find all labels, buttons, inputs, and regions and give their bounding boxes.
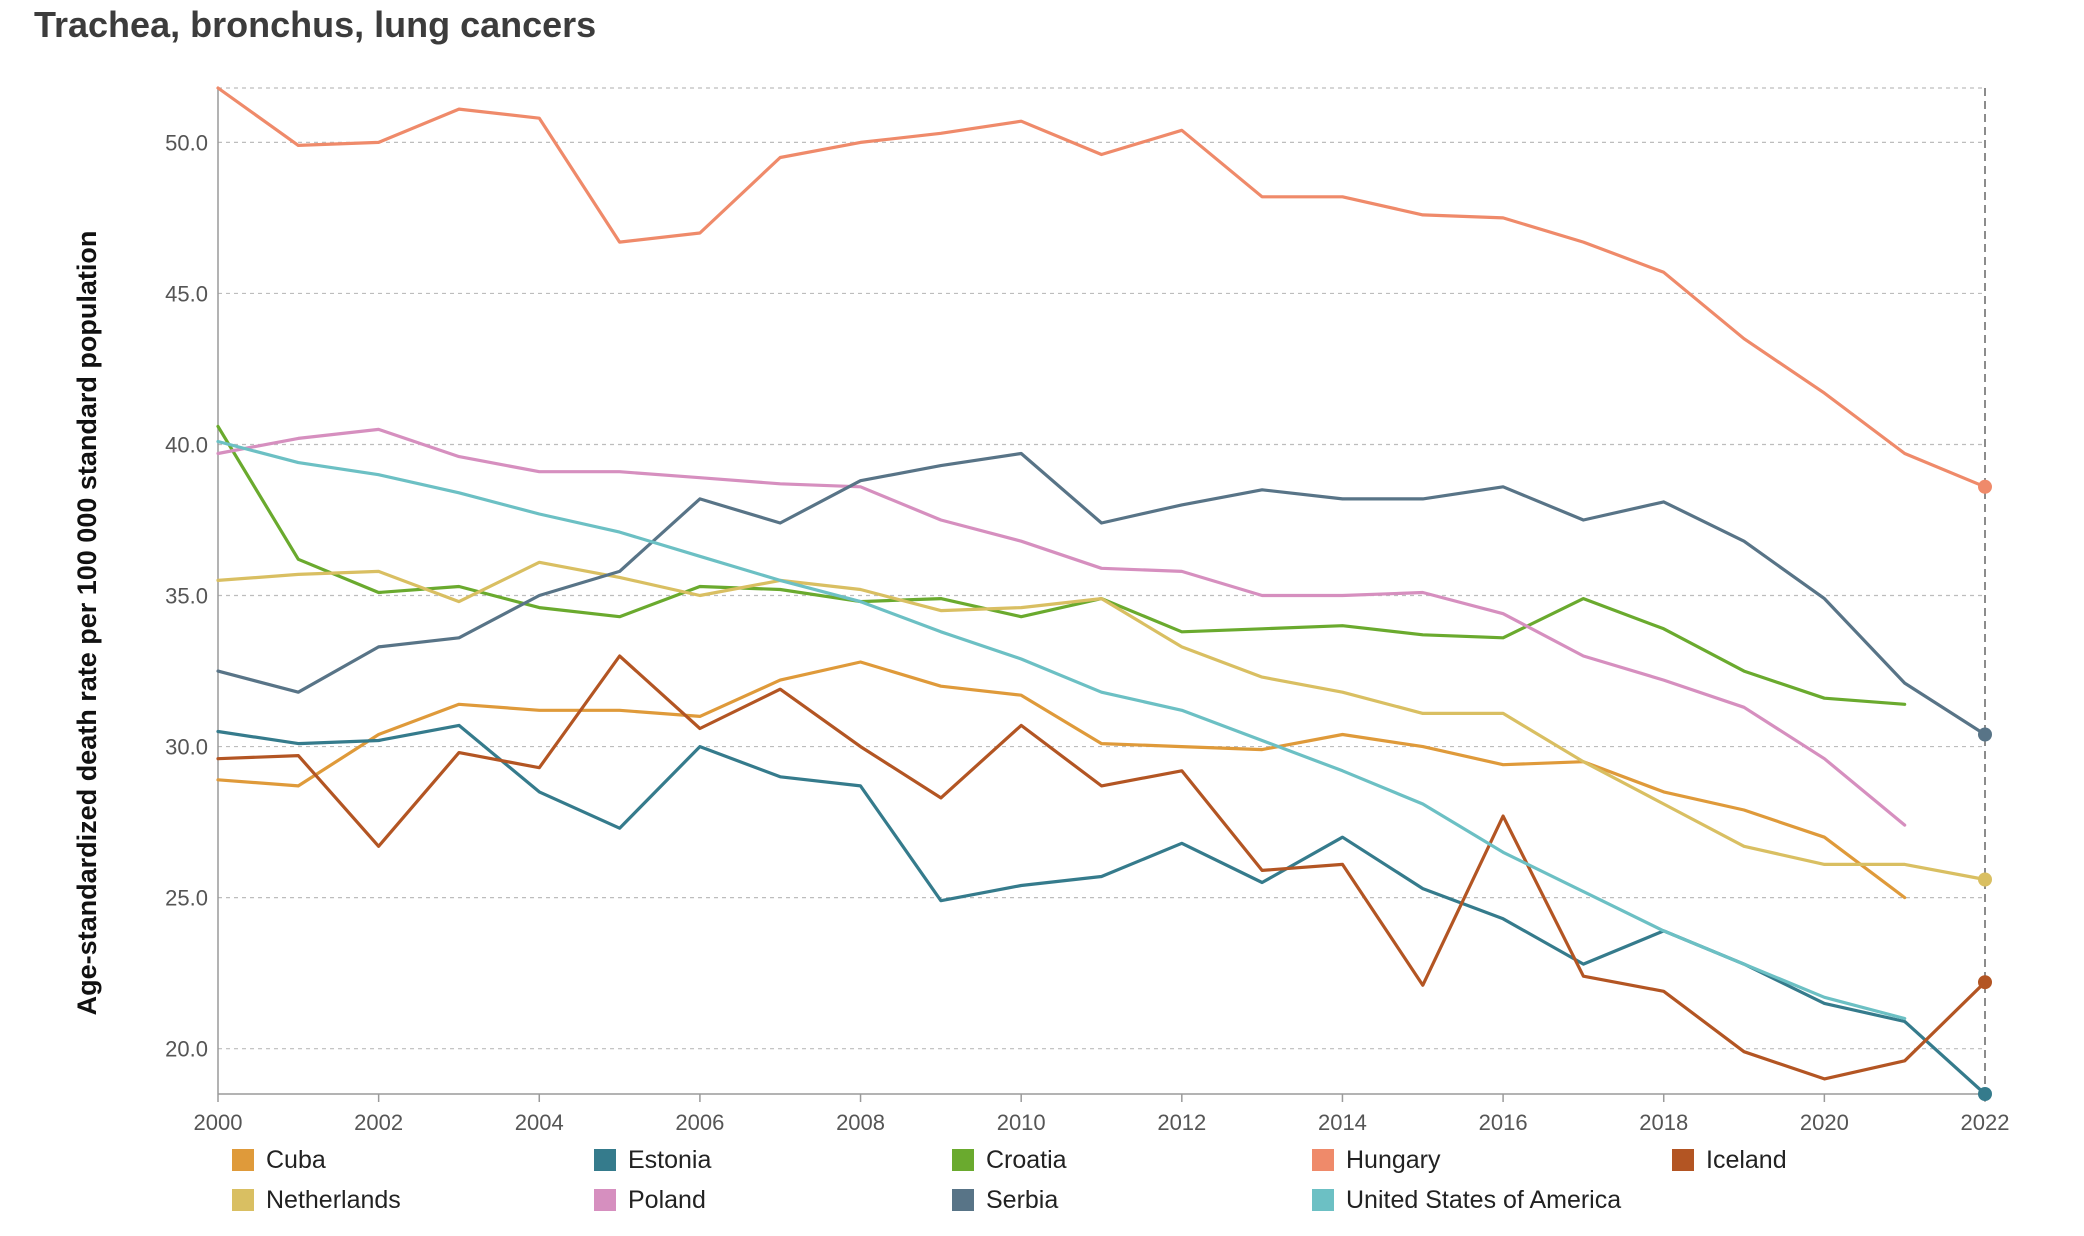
y-tick-label: 25.0 bbox=[165, 886, 208, 911]
x-tick-label: 2022 bbox=[1961, 1110, 2010, 1135]
legend-item-iceland[interactable]: Iceland bbox=[1672, 1142, 1787, 1178]
legend-label: Hungary bbox=[1346, 1145, 1441, 1174]
legend-item-netherlands[interactable]: Netherlands bbox=[232, 1182, 401, 1218]
legend-swatch bbox=[232, 1149, 254, 1171]
legend-swatch bbox=[1672, 1149, 1694, 1171]
axes: 20.0 25.0 30.0 35.0 40.0 45.0 50.0 2000 2002 2004… bbox=[165, 88, 2009, 1135]
endpoint-marker-iceland[interactable] bbox=[1978, 975, 1992, 990]
endpoint-marker-serbia[interactable] bbox=[1978, 727, 1992, 742]
series-line-cuba[interactable] bbox=[216, 660, 1907, 900]
series-line-poland[interactable] bbox=[216, 427, 1907, 827]
y-tick-label: 50.0 bbox=[165, 130, 208, 155]
series-line-hungary[interactable] bbox=[216, 86, 1987, 489]
x-tick-label: 2018 bbox=[1639, 1110, 1688, 1135]
grid-lines bbox=[218, 87, 1986, 1094]
legend-item-serbia[interactable]: Serbia bbox=[952, 1182, 1058, 1218]
series-line-netherlands[interactable] bbox=[216, 560, 1987, 882]
x-tick-label: 2012 bbox=[1157, 1110, 1206, 1135]
legend-item-hungary[interactable]: Hungary bbox=[1312, 1142, 1441, 1178]
legend-item-poland[interactable]: Poland bbox=[594, 1182, 706, 1218]
endpoint-markers bbox=[1978, 479, 1992, 1101]
legend-label: Netherlands bbox=[266, 1185, 401, 1214]
legend-swatch bbox=[1312, 1189, 1334, 1211]
x-tick-label: 2000 bbox=[194, 1110, 243, 1135]
y-tick-label: 45.0 bbox=[165, 281, 208, 306]
series-line-serbia[interactable] bbox=[216, 451, 1987, 737]
chart-title: Trachea, bronchus, lung cancers bbox=[34, 4, 597, 45]
legend-item-croatia[interactable]: Croatia bbox=[952, 1142, 1067, 1178]
y-tick-label: 35.0 bbox=[165, 584, 208, 609]
legend-label: Estonia bbox=[628, 1145, 712, 1174]
legend-label: Iceland bbox=[1706, 1145, 1787, 1174]
legend-label: Cuba bbox=[266, 1145, 326, 1174]
legend-swatch bbox=[952, 1149, 974, 1171]
legend-label: United States of America bbox=[1346, 1185, 1622, 1214]
endpoint-marker-estonia[interactable] bbox=[1978, 1087, 1992, 1101]
y-axis-label: Age-standardized death rate per 100 000 … bbox=[72, 231, 102, 1016]
x-tick-label: 2016 bbox=[1479, 1110, 1528, 1135]
legend-label: Croatia bbox=[986, 1145, 1067, 1174]
series-line-united-states-of-america[interactable] bbox=[216, 439, 1907, 1021]
legend-item-united-states-of-america[interactable]: United States of America bbox=[1312, 1182, 1621, 1218]
x-tick-label: 2006 bbox=[675, 1110, 724, 1135]
legend-swatch bbox=[952, 1189, 974, 1211]
x-tick-label: 2020 bbox=[1800, 1110, 1849, 1135]
legend-swatch bbox=[1312, 1149, 1334, 1171]
series-lines bbox=[216, 86, 1987, 1096]
y-tick-label: 30.0 bbox=[165, 735, 208, 760]
legend-item-cuba[interactable]: Cuba bbox=[232, 1142, 326, 1178]
endpoint-marker-hungary[interactable] bbox=[1978, 479, 1992, 494]
legend-swatch bbox=[232, 1189, 254, 1211]
series-line-iceland[interactable] bbox=[216, 654, 1987, 1081]
x-tick-label: 2008 bbox=[836, 1110, 885, 1135]
x-tick-label: 2014 bbox=[1318, 1110, 1367, 1135]
series-line-estonia[interactable] bbox=[216, 723, 1987, 1096]
x-tick-label: 2010 bbox=[997, 1110, 1046, 1135]
legend-swatch bbox=[594, 1189, 616, 1211]
legend-swatch bbox=[594, 1149, 616, 1171]
y-tick-label: 40.0 bbox=[165, 432, 208, 457]
line-chart: 20.0 25.0 30.0 35.0 40.0 45.0 50.0 2000 2002 2004… bbox=[72, 86, 2009, 1135]
legend-item-estonia[interactable]: Estonia bbox=[594, 1142, 711, 1178]
endpoint-marker-netherlands[interactable] bbox=[1978, 872, 1992, 887]
legend-label: Poland bbox=[628, 1185, 706, 1214]
x-tick-label: 2002 bbox=[354, 1110, 403, 1135]
x-tick-label: 2004 bbox=[515, 1110, 564, 1135]
y-tick-label: 20.0 bbox=[165, 1037, 208, 1062]
series-line-croatia[interactable] bbox=[216, 424, 1907, 706]
legend-label: Serbia bbox=[986, 1185, 1059, 1214]
